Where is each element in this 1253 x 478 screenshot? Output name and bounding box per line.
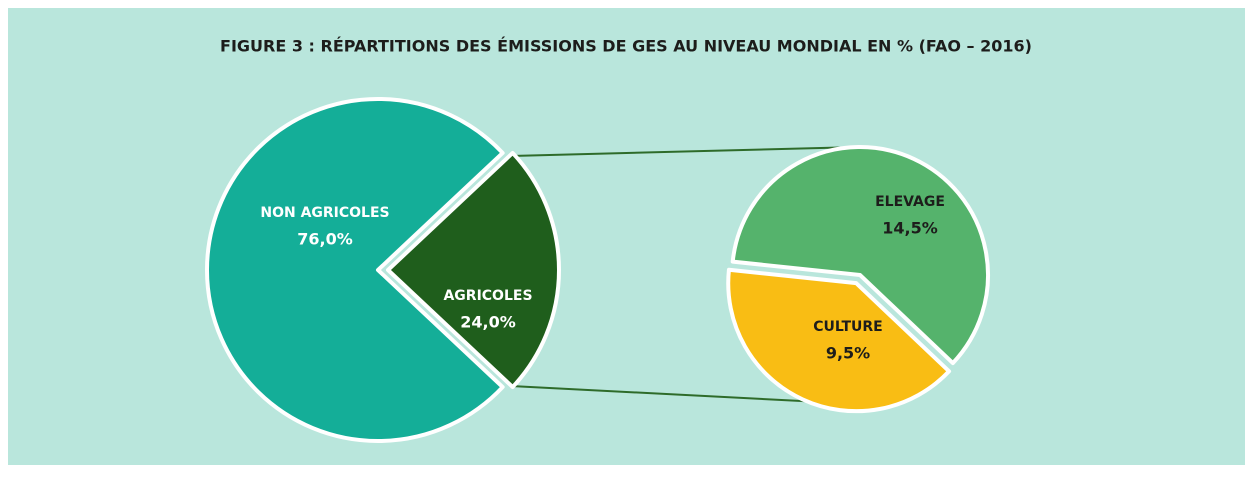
pie-slice [205, 97, 505, 443]
value-label: 14,5% [882, 219, 938, 238]
value-label: 24,0% [460, 313, 516, 332]
value-label: 76,0% [297, 230, 353, 249]
pie-slice [386, 150, 561, 390]
panel [8, 8, 1245, 465]
pie-slice [726, 267, 952, 414]
slice-label: NON AGRICOLES [260, 205, 389, 221]
slice-label: AGRICOLES [443, 288, 532, 304]
slice-label: ELEVAGE [875, 194, 945, 210]
chart-title: FIGURE 3 : RÉPARTITIONS DES ÉMISSIONS DE… [220, 37, 1032, 56]
value-label: 9,5% [826, 344, 870, 363]
connector [510, 146, 861, 157]
slice-label: CULTURE [813, 319, 883, 335]
pie-slice [730, 145, 990, 366]
